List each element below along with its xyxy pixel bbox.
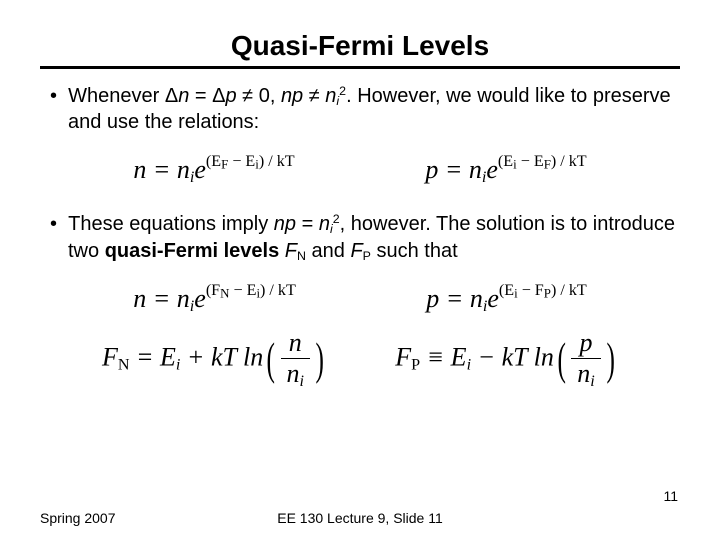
bullet2-text-a: These equations imply — [68, 213, 274, 235]
eq-p-lhs: p = n — [425, 155, 482, 184]
eq2-n-e: e — [194, 284, 206, 313]
eq2-p-e: e — [487, 284, 499, 313]
footer-center: EE 130 Lecture 9, Slide 11 — [40, 510, 680, 526]
lparen: ( — [267, 336, 275, 382]
title-rule — [40, 66, 680, 69]
eq-n-e: e — [194, 155, 206, 184]
eq2-p-exp: (Ei − FP) / kT — [499, 282, 587, 299]
eq-sign2: = — [296, 213, 319, 235]
eq-n-exp: (EF − Ei) / kT — [206, 153, 295, 170]
bullet1-text-a: Whenever — [68, 85, 165, 107]
var-ni: n — [325, 85, 336, 107]
rparen2: ) — [606, 336, 614, 382]
eq2-p: p = nie(Ei − FP) / kT — [426, 282, 586, 316]
eq2-n: n = nie(FN − Ei) / kT — [133, 282, 296, 316]
equation-row-3: FN = Ei + kT ln(nni) FP ≡ Ei − kT ln(pni… — [68, 328, 652, 391]
eq-p-e: e — [486, 155, 498, 184]
sub-P: P — [363, 249, 371, 263]
rparen: ) — [315, 336, 323, 382]
eq3-FP-minus: − kT ln — [471, 342, 554, 371]
equation-row-1: n = nie(EF − Ei) / kT p = nie(Ei − EF) /… — [68, 153, 652, 187]
eq3-FN: FN = Ei + kT ln(nni) — [102, 328, 327, 391]
delta-p-sym: Δ — [212, 85, 225, 107]
eq3-FP: FP ≡ Ei − kT ln(pni) — [395, 328, 618, 391]
equation-row-2: n = nie(FN − Ei) / kT p = nie(Ei − FP) /… — [68, 282, 652, 316]
bullet2-bold: quasi-Fermi levels — [105, 240, 280, 262]
bullet2-text-d: such that — [371, 240, 458, 262]
frac-n-ni: nni — [281, 328, 310, 391]
eq2-n-lhs: n = n — [133, 284, 190, 313]
eq3-FP-sub: P — [411, 356, 420, 373]
var-ni2: n — [319, 213, 330, 235]
var-n: n — [178, 85, 189, 107]
eq2-n-exp: (FN − Ei) / kT — [206, 282, 296, 299]
var-FP: F — [350, 240, 362, 262]
var-p: p — [225, 85, 236, 107]
slide: Quasi-Fermi Levels • Whenever Δn = Δp ≠ … — [0, 0, 720, 540]
eq-n: n = nie(EF − Ei) / kT — [133, 153, 294, 187]
eq3-FN-lhs: F — [102, 342, 118, 371]
bullet2-and: and — [306, 240, 350, 262]
neq-sign: ≠ — [303, 85, 325, 107]
eq-sign: = — [189, 85, 212, 107]
eq3-FP-eq: ≡ E — [420, 342, 466, 371]
frac-p-ni: pni — [571, 328, 600, 391]
eq3-FN-sub: N — [118, 356, 130, 373]
var-np2: np — [274, 213, 296, 235]
eq3-FP-lhs: F — [395, 342, 411, 371]
page-number: 11 — [663, 488, 678, 504]
bullet-1: • Whenever Δn = Δp ≠ 0, np ≠ ni2. Howeve… — [40, 83, 680, 135]
eq-p: p = nie(Ei − EF) / kT — [425, 153, 586, 187]
slide-title: Quasi-Fermi Levels — [40, 30, 680, 62]
var-np: np — [281, 85, 303, 107]
sup-2b: 2 — [333, 213, 340, 227]
neq-zero: ≠ 0, — [237, 85, 281, 107]
eq2-p-lhs: p = n — [426, 284, 483, 313]
eq3-FN-plus: + kT ln — [180, 342, 263, 371]
eq3-FN-eq: = E — [129, 342, 175, 371]
var-FN: F — [285, 240, 297, 262]
delta-n-sym: Δ — [165, 85, 178, 107]
eq-p-exp: (Ei − EF) / kT — [498, 153, 587, 170]
eq-n-lhs: n = n — [133, 155, 190, 184]
sub-N: N — [297, 249, 306, 263]
bullet-2: • These equations imply np = ni2, howeve… — [40, 211, 680, 263]
lparen2: ( — [557, 336, 565, 382]
footer: Spring 2007 EE 130 Lecture 9, Slide 11 . — [40, 510, 680, 526]
